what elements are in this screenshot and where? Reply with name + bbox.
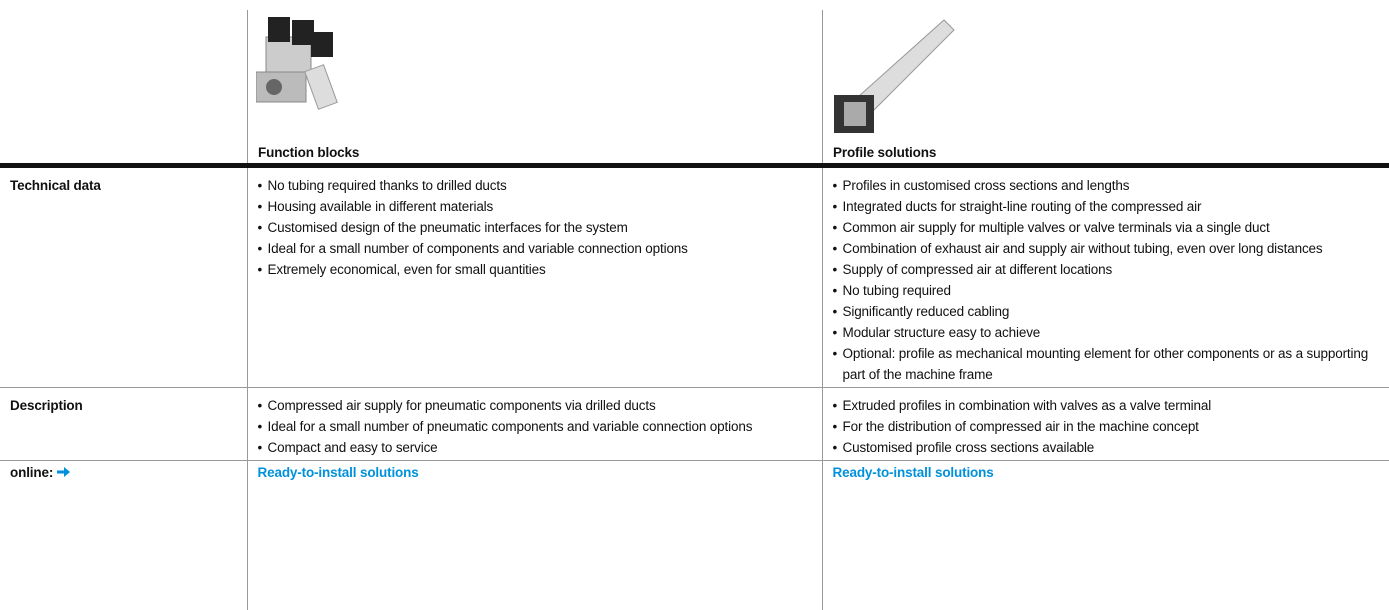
row-label: online:: [0, 461, 247, 485]
row-label: Technical data: [0, 168, 247, 388]
bullet-item: Ideal for a small number of components a…: [258, 238, 812, 259]
bullet-item: Extremely economical, even for small qua…: [258, 259, 812, 280]
bullet-list: Compressed air supply for pneumatic comp…: [258, 395, 812, 458]
column-header: Profile solutions: [823, 0, 1389, 163]
header-rule: [0, 163, 1389, 168]
bullet-list: Extruded profiles in combination with va…: [833, 395, 1380, 458]
bullet-item: Integrated ducts for straight-line routi…: [833, 196, 1380, 217]
link[interactable]: Ready-to-install solutions: [832, 465, 994, 480]
bullet-list: Profiles in customised cross sections an…: [833, 175, 1380, 385]
row-label: Description: [0, 387, 247, 461]
product-image: [256, 17, 338, 110]
table-cell: Extruded profiles in combination with va…: [821, 387, 1389, 461]
table-cell: Ready-to-install solutions: [246, 460, 822, 484]
bullet-item: Extruded profiles in combination with va…: [833, 395, 1380, 416]
bullet-item: Customised design of the pneumatic inter…: [258, 217, 812, 238]
bullet-item: Supply of compressed air at different lo…: [833, 259, 1380, 280]
product-image: [834, 19, 955, 133]
bullet-item: Modular structure easy to achieve: [833, 322, 1380, 343]
data-table: Technical data No tubing required thanks …: [0, 168, 1389, 484]
arrow-icon: [56, 467, 70, 477]
bullet-item: No tubing required thanks to drilled duc…: [258, 175, 812, 196]
bullet-item: No tubing required: [833, 280, 1380, 301]
bullet-list: No tubing required thanks to drilled duc…: [258, 175, 812, 280]
table-row: online: Ready-to-install solutions Ready-…: [0, 460, 1389, 485]
table-cell: No tubing required thanks to drilled duc…: [246, 168, 822, 388]
table-body: Technical data No tubing required thanks …: [0, 168, 1389, 484]
column-title: Profile solutions: [833, 145, 937, 160]
bullet-item: Optional: profile as mechanical mounting…: [833, 343, 1380, 385]
bullet-item: Significantly reduced cabling: [833, 301, 1380, 322]
table-row: Technical data No tubing required thanks …: [0, 168, 1389, 388]
bullet-item: Common air supply for multiple valves or…: [833, 217, 1380, 238]
bullet-item: For the distribution of compressed air i…: [833, 416, 1380, 437]
bullet-item: Customised profile cross sections availa…: [833, 437, 1380, 458]
bullet-item: Profiles in customised cross sections an…: [833, 175, 1380, 196]
bullet-item: Housing available in different materials: [258, 196, 812, 217]
table-cell: Ready-to-install solutions: [821, 460, 1389, 484]
bullet-item: Combination of exhaust air and supply ai…: [833, 238, 1380, 259]
link[interactable]: Ready-to-install solutions: [257, 465, 419, 480]
column-title: Function blocks: [258, 145, 360, 160]
table-cell: Profiles in customised cross sections an…: [821, 168, 1389, 388]
bullet-item: Compact and easy to service: [258, 437, 812, 458]
bullet-item: Compressed air supply for pneumatic comp…: [258, 395, 812, 416]
table-row: Description Compressed air supply for pne…: [0, 387, 1389, 461]
bullet-item: Ideal for a small number of pneumatic co…: [258, 416, 812, 437]
online-label: online:: [10, 465, 54, 480]
table-cell: Compressed air supply for pneumatic comp…: [246, 387, 822, 461]
column-header: Function blocks: [248, 0, 822, 163]
